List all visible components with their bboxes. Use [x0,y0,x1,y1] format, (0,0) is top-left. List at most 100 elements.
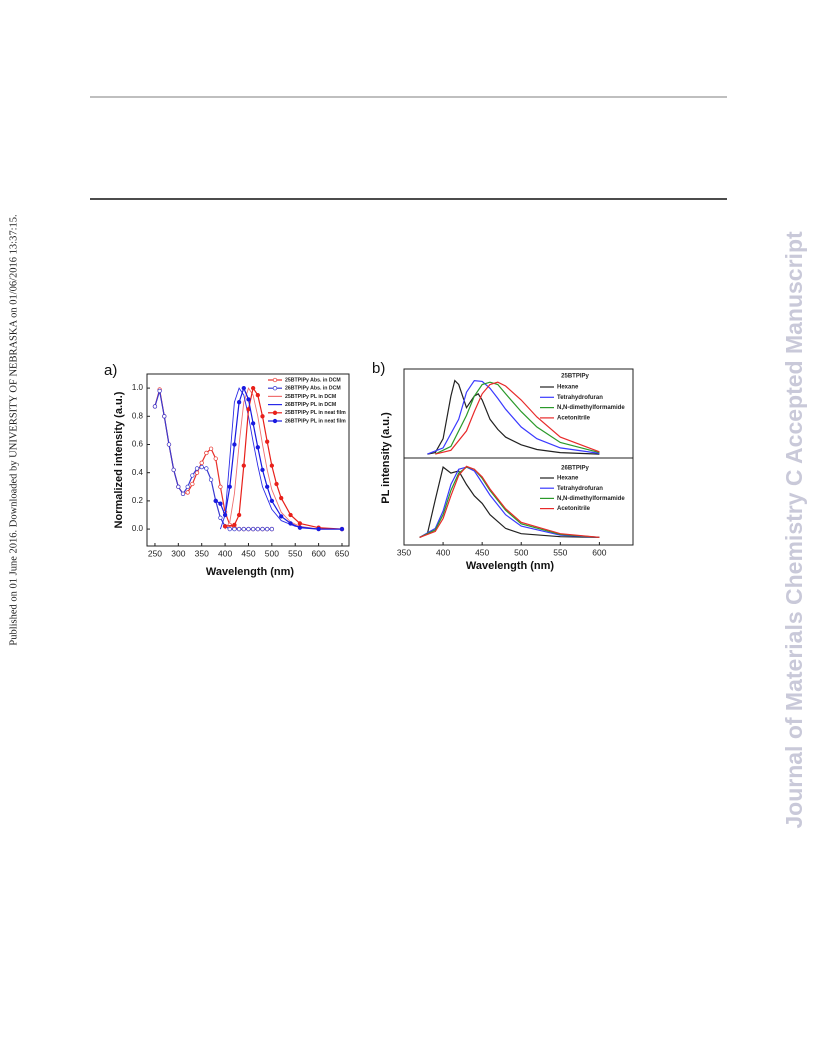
x-tick-label: 450 [475,547,489,557]
y-tick-label: 0.0 [132,524,144,533]
data-point [269,526,274,532]
x-tick-label: 600 [592,547,606,557]
series-line [154,390,272,530]
data-point [232,526,237,532]
data-point [222,524,228,529]
data-point [227,526,232,532]
data-point [162,414,167,419]
series-line [427,379,600,455]
series-line [419,466,600,538]
data-point [236,526,242,532]
y-tick-label: 0.6 [132,440,144,449]
data-point [250,385,256,391]
legend-marker [272,377,278,383]
data-point [157,388,162,394]
data-point [204,466,209,471]
y-tick-label: 0.2 [132,496,144,505]
series-line [154,389,272,530]
data-point [255,445,260,450]
x-tick-label: 500 [514,547,528,557]
legend-label: N,N-dimethylformamide [557,405,625,411]
legend-title: 25BTPIPy [561,374,589,380]
legend-label: 26BTPIPy Abs. in DCM [285,386,341,392]
data-point [213,456,218,461]
data-point [166,442,172,447]
data-point [260,414,265,419]
data-point [279,514,284,519]
data-point [204,450,209,456]
legend-label: N,N-dimethylformamide [557,496,625,502]
y-tick-label: 0.4 [132,468,144,477]
data-point [269,463,274,468]
data-point [222,512,228,518]
y-axis-title: Normalized intensity (a.u.) [113,391,125,528]
data-point [232,522,237,528]
data-point [250,421,256,426]
legend-marker [272,410,278,415]
data-point [208,446,214,451]
data-point [260,467,265,473]
panel-label: a) [104,362,117,379]
data-point [241,463,246,468]
x-tick-label: 600 [312,548,326,558]
data-point [236,400,242,405]
data-point [194,470,200,475]
data-point [316,526,321,532]
series-line [219,387,319,530]
legend-marker [272,386,278,391]
legend-label: 25BTPIPy PL in DCM [285,394,336,400]
y-tick-label: 0.8 [132,411,144,420]
data-point [339,526,345,532]
data-point [288,521,293,526]
series-line [225,386,343,530]
data-point [152,404,158,409]
x-tick-label: 400 [436,547,450,557]
legend-label: Acetonitrile [557,506,591,512]
x-tick-label: 250 [148,548,162,558]
data-point [241,385,246,391]
data-point [199,464,204,470]
legend-label: 25BTPIPy Abs. in DCM [285,377,341,383]
x-tick-label: 300 [171,548,185,558]
data-point [171,467,176,473]
data-point [246,526,251,532]
data-point [255,526,260,532]
plot-frame [403,457,634,546]
data-point [274,481,279,487]
legend-label: Hexane [557,476,579,482]
y-axis-title: PL intensity (a.u.) [380,412,392,504]
data-point [176,484,181,489]
series-line [419,465,600,538]
data-point [218,515,223,520]
x-tick-label: 500 [265,548,279,558]
data-point [190,473,195,478]
margin-note: Published on 01 June 2016. Downloaded by… [8,214,19,645]
data-point [260,526,265,532]
data-point [269,498,274,504]
legend-label: 26BTPIPy PL in neat film [285,418,346,424]
x-tick-label: 350 [397,547,411,557]
data-point [190,481,195,487]
legend-label: Acetonitrile [557,415,591,421]
data-point [246,397,251,402]
legend-label: Hexane [557,385,579,391]
data-point [255,392,260,398]
data-point [218,484,223,489]
data-point [236,512,242,518]
data-point [279,495,284,501]
data-point [227,484,232,489]
legend-title: 26BTPIPy [561,466,589,472]
data-point [297,525,303,530]
x-tick-label: 350 [195,548,209,558]
data-point [288,512,293,518]
x-tick-label: 400 [218,548,232,558]
data-point [241,526,246,532]
legend-label: Tetrahydrofuran [557,395,603,401]
data-point [265,526,270,532]
legend-marker [272,418,278,424]
x-tick-label: 550 [288,548,302,558]
legend-label: 26BTPIPy PL in DCM [285,402,336,408]
data-point [218,501,223,506]
series-line [419,466,600,538]
data-point [213,498,218,504]
